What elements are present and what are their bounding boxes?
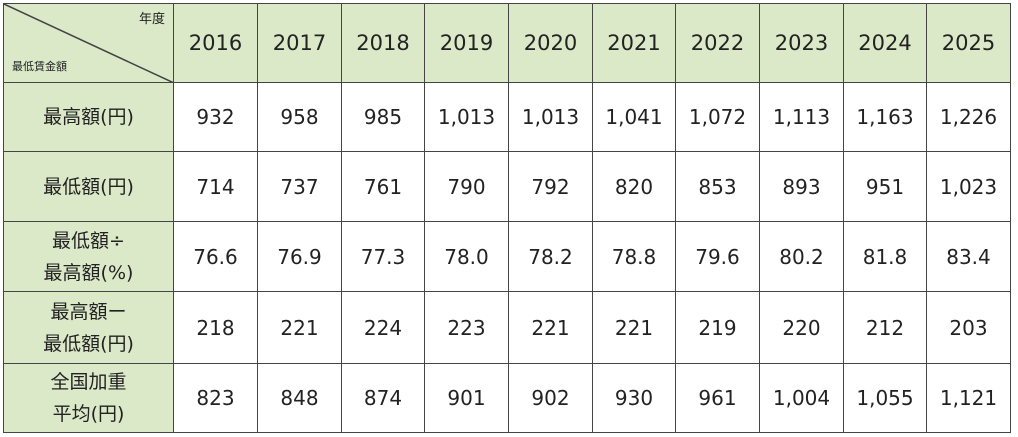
table-cell: 792 — [508, 151, 593, 222]
table-cell: 737 — [257, 151, 342, 222]
table-cell: 823 — [173, 363, 258, 433]
table-cell: 76.9 — [257, 221, 342, 292]
table-cell: 902 — [508, 363, 593, 433]
table-cell: 220 — [759, 291, 844, 364]
corner-diagonal — [4, 4, 174, 83]
table-row: 最低額÷ 最高額(%) 76.6 76.9 77.3 78.0 78.2 78.… — [3, 221, 1011, 292]
row-header-line: 最低額(円) — [43, 332, 134, 355]
table-cell: 958 — [257, 82, 342, 152]
table-cell: 221 — [592, 291, 676, 364]
table-cell: 930 — [592, 363, 676, 433]
table-cell: 76.6 — [173, 221, 258, 292]
minimum-wage-table: 年度 最低賃金額 2016 2017 2018 2019 2020 2021 2… — [3, 3, 1011, 433]
year-header: 2017 — [257, 3, 342, 83]
row-header-line: 平均(円) — [52, 403, 125, 425]
row-header-line: 最高額(円) — [43, 106, 134, 128]
year-header: 2024 — [843, 3, 927, 83]
table-cell: 714 — [173, 151, 258, 222]
table-cell: 790 — [424, 151, 509, 222]
table-cell: 78.2 — [508, 221, 593, 292]
row-header-line: 最高額(%) — [43, 261, 134, 284]
wage-table-container: 年度 最低賃金額 2016 2017 2018 2019 2020 2021 2… — [3, 3, 1011, 433]
row-header-line: 全国加重 — [50, 371, 127, 393]
table-cell: 219 — [675, 291, 760, 364]
table-cell: 223 — [424, 291, 509, 364]
table-cell: 1,113 — [759, 82, 844, 152]
table-cell: 221 — [508, 291, 593, 364]
row-header-max-wage: 最高額(円) — [3, 82, 174, 152]
table-cell: 1,041 — [592, 82, 676, 152]
year-header: 2022 — [675, 3, 760, 83]
table-cell: 761 — [341, 151, 425, 222]
row-header-line: 最低額(円) — [43, 175, 134, 198]
table-cell: 1,023 — [926, 151, 1011, 222]
table-cell: 874 — [341, 363, 425, 433]
table-cell: 77.3 — [341, 221, 425, 292]
table-cell: 848 — [257, 363, 342, 433]
corner-cell: 年度 最低賃金額 — [3, 3, 174, 83]
table-cell: 985 — [341, 82, 425, 152]
table-cell: 932 — [173, 82, 258, 152]
row-header-line: 最低額÷ — [52, 229, 125, 252]
table-cell: 893 — [759, 151, 844, 222]
year-header: 2025 — [926, 3, 1011, 83]
table-row: 最低額(円) 714 737 761 790 792 820 853 893 9… — [3, 151, 1011, 222]
table-row: 全国加重 平均(円) 823 848 874 901 902 930 961 1… — [3, 363, 1011, 433]
table-cell: 221 — [257, 291, 342, 364]
table-cell: 961 — [675, 363, 760, 433]
year-header: 2023 — [759, 3, 844, 83]
table-cell: 1,226 — [926, 82, 1011, 152]
table-cell: 203 — [926, 291, 1011, 364]
table-cell: 820 — [592, 151, 676, 222]
year-header: 2020 — [508, 3, 593, 83]
year-header: 2018 — [341, 3, 425, 83]
table-cell: 81.8 — [843, 221, 927, 292]
year-header: 2019 — [424, 3, 509, 83]
table-cell: 78.0 — [424, 221, 509, 292]
row-header-line: 最高額ー — [50, 300, 127, 323]
table-row: 最高額(円) 932 958 985 1,013 1,013 1,041 1,0… — [3, 82, 1011, 152]
corner-label-year: 年度 — [138, 12, 165, 27]
table-row: 最高額ー 最低額(円) 218 221 224 223 221 221 219 … — [3, 291, 1011, 364]
table-cell: 1,004 — [759, 363, 844, 433]
year-header-row: 年度 最低賃金額 2016 2017 2018 2019 2020 2021 2… — [3, 3, 1011, 83]
table-cell: 218 — [173, 291, 258, 364]
table-cell: 224 — [341, 291, 425, 364]
table-cell: 951 — [843, 151, 927, 222]
table-cell: 78.8 — [592, 221, 676, 292]
row-header-national-average: 全国加重 平均(円) — [3, 363, 174, 433]
table-cell: 1,055 — [843, 363, 927, 433]
table-cell: 79.6 — [675, 221, 760, 292]
row-header-ratio: 最低額÷ 最高額(%) — [3, 221, 174, 292]
table-cell: 853 — [675, 151, 760, 222]
table-cell: 1,121 — [926, 363, 1011, 433]
table-cell: 1,013 — [508, 82, 593, 152]
table-cell: 212 — [843, 291, 927, 364]
table-cell: 901 — [424, 363, 509, 433]
year-header: 2021 — [592, 3, 676, 83]
row-header-difference: 最高額ー 最低額(円) — [3, 291, 174, 364]
table-cell: 1,072 — [675, 82, 760, 152]
corner-label-wage: 最低賃金額 — [12, 60, 67, 73]
table-cell: 1,013 — [424, 82, 509, 152]
row-header-min-wage: 最低額(円) — [3, 151, 174, 222]
year-header: 2016 — [173, 3, 258, 83]
table-cell: 83.4 — [926, 221, 1011, 292]
table-cell: 80.2 — [759, 221, 844, 292]
table-cell: 1,163 — [843, 82, 927, 152]
